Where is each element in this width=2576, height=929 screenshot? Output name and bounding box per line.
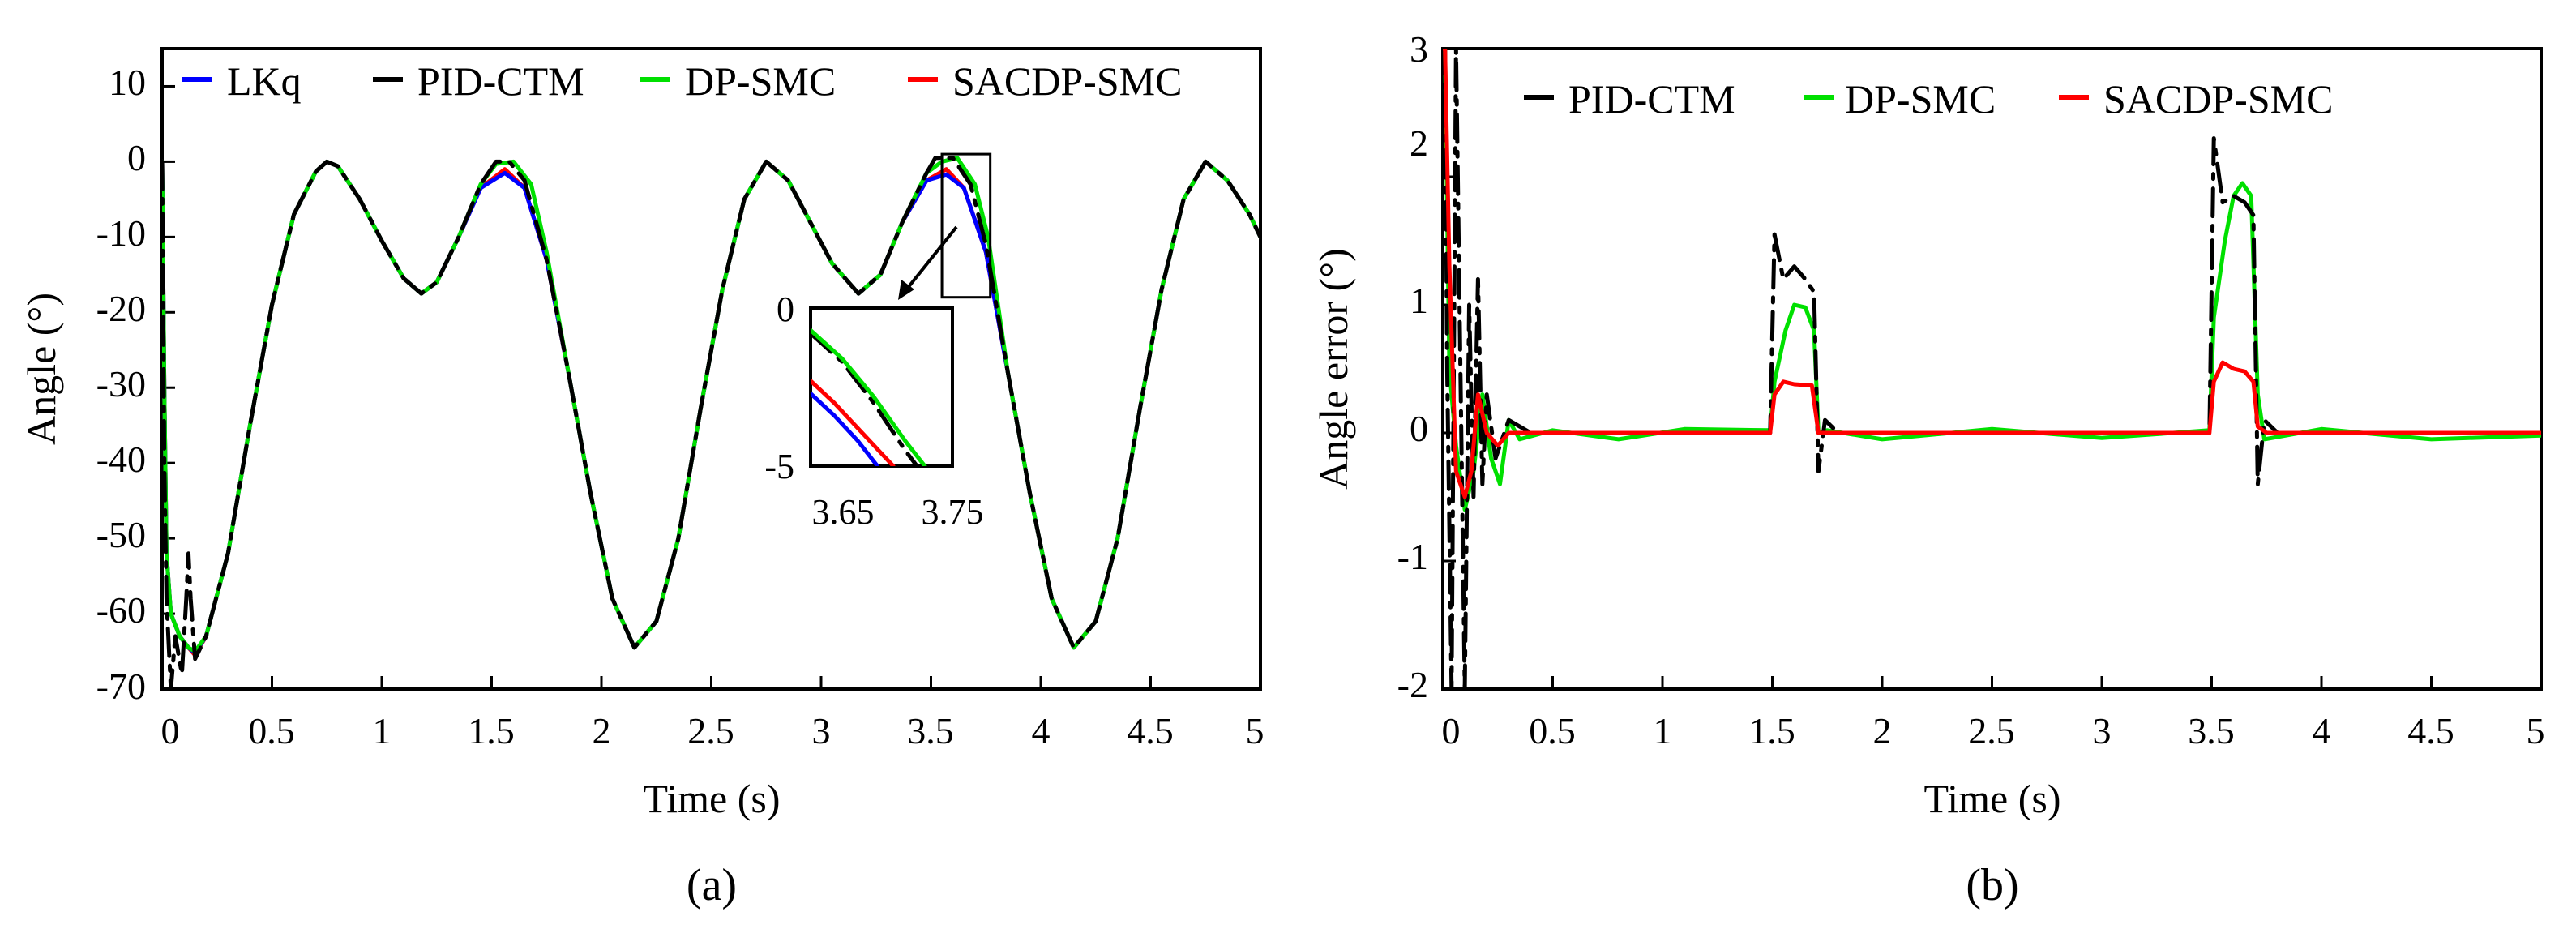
x-tick-label-b-10: 5 bbox=[2527, 710, 2545, 751]
inset-series-lkq bbox=[811, 391, 880, 466]
x-tick-label-b-1: 0.5 bbox=[1529, 710, 1576, 751]
y-tick-label-a-0: 10 bbox=[109, 62, 146, 103]
a-series-lkq bbox=[162, 159, 1260, 655]
y-tick-label-b-4: -1 bbox=[1397, 536, 1428, 577]
legend-label-b-2: SACDP-SMC bbox=[2103, 76, 2333, 122]
y-tick-label-a-2: -10 bbox=[96, 212, 146, 254]
inset-frame bbox=[809, 306, 954, 468]
x-tick-label-a-7: 3.5 bbox=[907, 710, 954, 751]
chart-panel-a: 0 -5 3.65 3.75 LKq PID-CTM DP-SMC SACDP-… bbox=[19, 47, 1264, 910]
b-series-pid-ctm bbox=[1443, 49, 2541, 689]
inset-ytick-0: 0 bbox=[777, 289, 794, 329]
x-tick-label-a-2: 1 bbox=[373, 710, 392, 751]
x-tick-label-b-3: 1.5 bbox=[1748, 710, 1795, 751]
x-tick-label-b-8: 4 bbox=[2313, 710, 2331, 751]
zoom-arrow bbox=[900, 225, 958, 298]
inset-xtick-1: 3.75 bbox=[922, 492, 984, 532]
inset-series-pid-ctm bbox=[811, 331, 919, 466]
x-tick-marks-b bbox=[1441, 676, 2543, 689]
y-tick-labels-b: 3 2 1 0 -1 -2 bbox=[1397, 28, 1428, 705]
x-tick-labels-b: 0 0.5 1 1.5 2 2.5 3 3.5 4 4.5 5 bbox=[1442, 710, 2545, 751]
y-tick-label-a-7: -60 bbox=[96, 589, 146, 631]
legend-b: PID-CTM DP-SMC SACDP-SMC bbox=[1524, 76, 2333, 122]
series-group-a bbox=[162, 156, 1260, 689]
inset-series-group bbox=[811, 328, 927, 466]
x-axis-label-b: Time (s) bbox=[1923, 776, 2060, 821]
plot-frame-b bbox=[1441, 47, 2543, 691]
plot-frame-a bbox=[160, 47, 1262, 691]
panel-caption-b: (b) bbox=[1966, 860, 2018, 910]
x-tick-label-a-10: 5 bbox=[1246, 710, 1264, 751]
x-tick-label-a-0: 0 bbox=[161, 710, 180, 751]
y-tick-label-b-3: 0 bbox=[1410, 408, 1428, 449]
b-series-sacdp-smc bbox=[1443, 49, 2541, 499]
series-group-b bbox=[1443, 49, 2541, 689]
y-tick-label-a-5: -40 bbox=[96, 439, 146, 480]
y-tick-label-b-5: -2 bbox=[1397, 664, 1428, 705]
zoom-box bbox=[940, 152, 992, 299]
x-tick-label-a-1: 0.5 bbox=[248, 710, 295, 751]
x-tick-label-b-0: 0 bbox=[1442, 710, 1461, 751]
chart-panel-b: PID-CTM DP-SMC SACDP-SMC 3 2 1 0 -1 -2 0… bbox=[1311, 28, 2545, 910]
zoom-arrow-head bbox=[898, 280, 914, 300]
inset-ytick-1: -5 bbox=[764, 447, 794, 486]
legend-label-b-1: DP-SMC bbox=[1845, 76, 1996, 122]
legend-label-a-0: LKq bbox=[227, 58, 302, 104]
inset-series-sacdp-smc bbox=[811, 379, 896, 466]
y-tick-labels-a: 10 0 -10 -20 -30 -40 -50 -60 -70 bbox=[96, 62, 146, 707]
x-tick-label-a-3: 1.5 bbox=[468, 710, 515, 751]
y-tick-label-a-3: -20 bbox=[96, 288, 146, 329]
x-tick-label-b-4: 2 bbox=[1873, 710, 1892, 751]
inset-series-dp-smc bbox=[811, 328, 927, 466]
legend-label-b-0: PID-CTM bbox=[1568, 76, 1735, 122]
y-tick-label-a-8: -70 bbox=[96, 666, 146, 707]
y-tick-label-a-6: -50 bbox=[96, 514, 146, 555]
y-tick-label-a-1: 0 bbox=[127, 137, 146, 178]
legend-a: LKq PID-CTM DP-SMC SACDP-SMC bbox=[182, 58, 1182, 104]
a-series-dp-smc bbox=[162, 156, 1260, 653]
y-axis-label-b: Angle error (°) bbox=[1311, 248, 1356, 490]
legend-label-a-1: PID-CTM bbox=[417, 58, 584, 104]
x-tick-labels-a: 0 0.5 1 1.5 2 2.5 3 3.5 4 4.5 5 bbox=[161, 710, 1264, 751]
y-tick-label-b-0: 3 bbox=[1410, 28, 1428, 70]
x-tick-label-a-4: 2 bbox=[593, 710, 611, 751]
x-axis-label-a: Time (s) bbox=[643, 776, 780, 821]
x-tick-label-a-9: 4.5 bbox=[1127, 710, 1174, 751]
panel-caption-a: (a) bbox=[687, 860, 737, 910]
a-series-pid-ctm bbox=[162, 156, 1260, 689]
y-tick-label-a-4: -30 bbox=[96, 363, 146, 405]
x-tick-label-a-5: 2.5 bbox=[687, 710, 734, 751]
x-tick-label-b-2: 1 bbox=[1654, 710, 1672, 751]
x-tick-label-b-5: 2.5 bbox=[1968, 710, 2015, 751]
y-tick-label-b-1: 2 bbox=[1410, 122, 1428, 164]
legend-label-a-2: DP-SMC bbox=[685, 58, 836, 104]
x-tick-label-b-9: 4.5 bbox=[2407, 710, 2454, 751]
x-tick-label-a-8: 4 bbox=[1032, 710, 1051, 751]
a-series-sacdp-smc bbox=[162, 159, 1260, 657]
x-tick-label-b-6: 3 bbox=[2093, 710, 2112, 751]
inset-xtick-0: 3.65 bbox=[812, 492, 875, 532]
x-tick-marks-a bbox=[160, 676, 1262, 689]
legend-label-a-3: SACDP-SMC bbox=[952, 58, 1182, 104]
x-tick-label-a-6: 3 bbox=[812, 710, 831, 751]
x-tick-label-b-7: 3.5 bbox=[2188, 710, 2235, 751]
inset-plot: 0 -5 3.65 3.75 bbox=[764, 289, 983, 532]
y-axis-label-a: Angle (°) bbox=[19, 293, 64, 445]
y-tick-label-b-2: 1 bbox=[1410, 280, 1428, 321]
